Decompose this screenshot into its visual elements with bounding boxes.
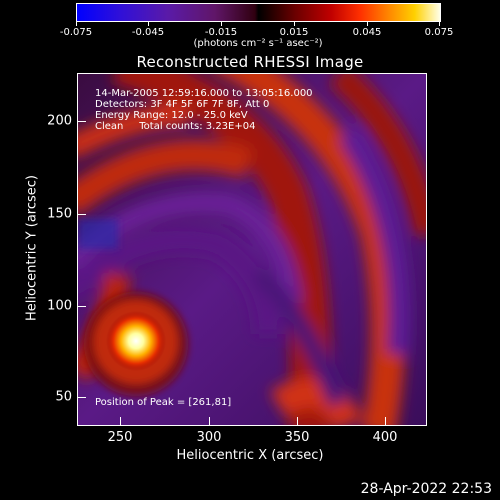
detectors-label: Detectors: 3F 4F 5F 6F 7F 8F, Att 0	[95, 99, 270, 110]
x-axis-tick	[297, 417, 298, 425]
y-tick-label: 150	[47, 206, 72, 222]
colorbar-tick-label: 0.015	[279, 27, 309, 38]
colorbar-tick-label: -0.045	[131, 27, 165, 38]
energy-range-label: Energy Range: 12.0 - 25.0 keV	[95, 110, 248, 121]
x-axis-tick	[385, 417, 386, 425]
colorbar-tick-label: 0.075	[424, 27, 454, 38]
colorbar-tick	[148, 21, 149, 26]
colorbar-tick-label: -0.015	[204, 27, 238, 38]
method-counts-label: Clean Total counts: 3.23E+04	[95, 121, 256, 132]
y-tick-label: 200	[47, 113, 72, 129]
colorbar-tick-label: 0.045	[352, 27, 382, 38]
y-axis-tick	[78, 214, 86, 215]
colorbar	[76, 3, 441, 22]
rhessi-image	[77, 73, 427, 426]
x-tick-label: 250	[107, 430, 133, 445]
y-tick-label: 50	[55, 389, 72, 405]
x-axis-title: Heliocentric X (arcsec)	[176, 448, 324, 463]
peak-position-label: Position of Peak = [261,81]	[95, 397, 232, 408]
colorbar-unit-label: (photons cm⁻² s⁻¹ asec⁻²)	[193, 38, 323, 49]
x-tick-label: 350	[284, 430, 310, 445]
colorbar-tick	[76, 21, 77, 26]
render-timestamp: 28-Apr-2022 22:53	[360, 481, 492, 497]
y-axis-tick	[78, 121, 86, 122]
y-axis-title: Heliocentric Y (arcsec)	[24, 175, 40, 321]
y-tick-label: 100	[47, 298, 72, 314]
flare-source	[106, 311, 166, 371]
colorbar-tick-label: -0.075	[59, 27, 93, 38]
y-axis-tick	[78, 397, 86, 398]
colorbar-tick	[367, 21, 368, 26]
colorbar-tick	[439, 21, 440, 26]
y-axis-tick	[78, 306, 86, 307]
colorbar-tick	[294, 21, 295, 26]
plot-title: Reconstructed RHESSI Image	[136, 53, 364, 71]
time-range-label: 14-Mar-2005 12:59:16.000 to 13:05:16.000	[95, 88, 313, 99]
x-tick-label: 400	[372, 430, 398, 445]
x-axis-tick	[120, 417, 121, 425]
colorbar-tick	[221, 21, 222, 26]
x-axis-tick	[209, 417, 210, 425]
clean-image-map	[78, 74, 426, 425]
x-tick-label: 300	[196, 430, 222, 445]
